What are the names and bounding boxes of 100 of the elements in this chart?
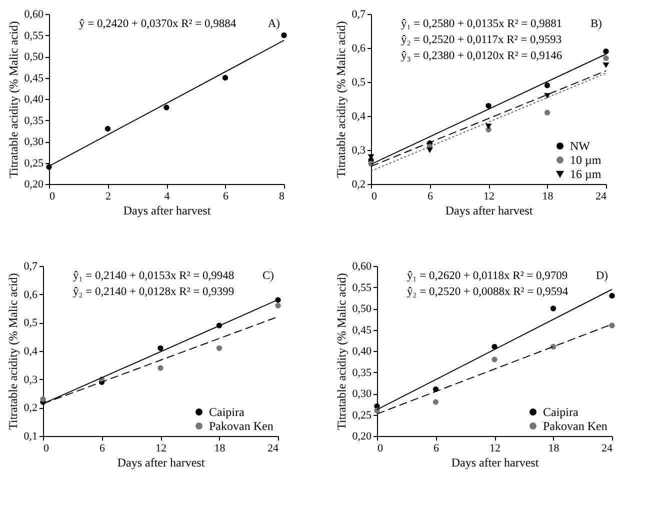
point: [158, 365, 164, 371]
y-tick-label: 0,50: [24, 51, 44, 63]
x-axis-title: Days after harvest: [451, 456, 540, 470]
y-tick-label: 0,40: [352, 346, 372, 358]
legend-label: 10 µm: [570, 153, 602, 167]
y-tick-label: 0,7: [352, 8, 366, 20]
y-tick-label: 0,4: [352, 110, 366, 122]
x-tick-label: 18: [542, 190, 554, 202]
y-tick-label: 0,2: [352, 178, 366, 190]
legend-label: NW: [570, 139, 591, 153]
x-tick-label: 0: [378, 442, 384, 454]
annotation: ŷ₃ = 0,2380 + 0,0120x R² = 0,9146: [401, 50, 562, 62]
x-tick-label: 8: [279, 190, 285, 202]
point: [603, 62, 609, 68]
x-tick-label: 12: [484, 190, 494, 202]
point: [492, 356, 498, 362]
y-tick-label: 0,6: [24, 288, 38, 301]
x-tick-label: 12: [156, 442, 166, 454]
y-tick-label: 0,6: [352, 42, 366, 54]
y-tick-label: 0,1: [24, 430, 38, 442]
point: [603, 48, 609, 54]
x-tick-label: 0: [44, 442, 50, 454]
y-tick-label: 0,60: [352, 260, 372, 272]
y-tick-label: 0,45: [352, 324, 372, 336]
point: [486, 102, 492, 109]
point: [609, 292, 615, 299]
x-tick-label: 0: [50, 190, 56, 202]
y-tick-label: 0,55: [24, 30, 44, 42]
annotation: ŷ₂ = 0,2520 + 0,0088x R² = 0,9594: [407, 286, 568, 298]
point: [281, 32, 287, 38]
legend-label: Caipira: [543, 405, 579, 419]
point: [432, 399, 439, 405]
x-tick-label: 18: [548, 442, 560, 454]
x-axis-title: Days after harvest: [445, 204, 534, 218]
x-tick-label: 6: [100, 442, 106, 454]
annotation: D): [596, 270, 608, 282]
point: [40, 396, 46, 402]
y-tick-label: 0,5: [352, 76, 366, 88]
legend-label: 16 µm: [570, 167, 602, 181]
y-axis-title: Titratable acidity (% Malic acid): [6, 273, 20, 430]
annotation: ŷ₁ = 0,2580 + 0,0135x R² = 0,9881: [401, 18, 562, 30]
annotation: ŷ = 0,2420 + 0,0370x R² = 0,9884: [79, 18, 236, 30]
point: [275, 302, 281, 309]
y-tick-label: 0,30: [24, 136, 44, 148]
x-tick-label: 18: [214, 442, 226, 454]
annotation: B): [590, 18, 602, 30]
y-tick-label: 0,4: [24, 346, 38, 358]
annotation: ŷ₁ = 0,2140 + 0,0153x R² = 0,9948: [73, 270, 234, 282]
point: [544, 82, 550, 88]
y-tick-label: 0,20: [352, 430, 372, 442]
y-tick-label: 0,45: [24, 72, 44, 84]
point: [609, 322, 615, 328]
annotation: ŷ₂ = 0,2140 + 0,0128x R² = 0,9399: [73, 286, 234, 298]
point: [164, 104, 170, 110]
x-tick-label: 6: [434, 442, 440, 454]
y-tick-label: 0,2: [24, 402, 38, 414]
legend-label: Pakovan Ken: [209, 419, 274, 433]
point: [544, 110, 550, 116]
y-tick-label: 0,55: [352, 282, 372, 294]
x-axis-title: Days after harvest: [123, 204, 212, 218]
point: [550, 306, 556, 312]
y-axis-title: Titratable acidity (% Malic acid): [334, 21, 348, 178]
x-tick-label: 24: [602, 442, 613, 454]
point: [222, 74, 228, 81]
point: [426, 147, 433, 153]
y-tick-label: 0,20: [24, 178, 44, 190]
point: [603, 55, 609, 62]
y-tick-label: 0,40: [24, 94, 44, 106]
point: [492, 344, 498, 350]
x-tick-label: 0: [372, 190, 378, 202]
y-tick-label: 0,50: [352, 303, 372, 315]
y-axis-title: Titratable acidity (% Malic acid): [6, 21, 20, 178]
x-tick-label: 4: [164, 190, 170, 202]
legend-label: Caipira: [209, 405, 245, 419]
y-tick-label: 0,30: [352, 388, 372, 400]
x-tick-label: 6: [223, 190, 229, 202]
point: [104, 126, 111, 132]
y-tick-label: 0,7: [24, 260, 38, 272]
legend-label: Pakovan Ken: [543, 419, 608, 433]
x-tick-label: 6: [428, 190, 434, 202]
y-tick-label: 0,25: [24, 157, 44, 170]
y-tick-label: 0,35: [352, 366, 372, 379]
point: [544, 93, 550, 98]
y-tick-label: 0,3: [24, 374, 38, 386]
annotation: A): [268, 18, 280, 30]
y-tick-label: 0,3: [352, 144, 366, 156]
point: [158, 345, 164, 352]
x-tick-label: 24: [268, 442, 279, 454]
point: [216, 345, 222, 352]
x-axis-title: Days after harvest: [117, 456, 206, 470]
y-tick-label: 0,25: [352, 409, 372, 422]
point: [486, 124, 492, 129]
x-tick-label: 24: [596, 190, 607, 202]
y-tick-label: 0,5: [24, 317, 38, 330]
x-tick-label: 2: [106, 190, 111, 202]
x-tick-label: 12: [490, 442, 500, 454]
annotation: ŷ₂ = 0,2520 + 0,0117x R² = 0,9593: [401, 34, 562, 46]
y-axis-title: Titratable acidity (% Malic acid): [334, 273, 348, 430]
annotation: C): [262, 270, 274, 282]
y-tick-label: 0,35: [24, 114, 44, 127]
